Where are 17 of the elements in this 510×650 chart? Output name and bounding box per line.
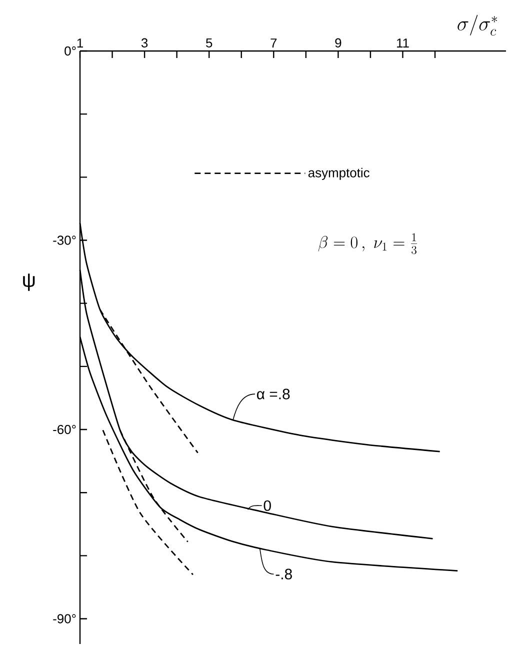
y-tick-label: -90° [53,614,76,624]
text: asymptotic [308,168,370,180]
x-tick-label: 9 [335,38,342,48]
y-axis-title: ψ [23,274,35,291]
x-axis-title: $\sigma/\sigma_c^{*}$ [458,14,498,36]
x-tick-label: 3 [141,38,148,48]
x-tick-label: 1 [77,38,83,48]
annotation: -.8 [276,568,292,580]
annotation: α =.8 [257,388,290,400]
y-tick-label: 0° [64,46,76,56]
y-tick-label: -30° [53,236,76,245]
x-tick-label: 5 [206,38,212,48]
x-tick-label: 7 [270,38,277,48]
annotation: 0 [264,500,271,511]
x-tick-label: 11 [396,38,409,48]
y-tick-label: -60° [53,424,76,434]
annotation: $\beta=0\,,\ \nu_1=\frac{1}{3}$ [318,233,417,254]
